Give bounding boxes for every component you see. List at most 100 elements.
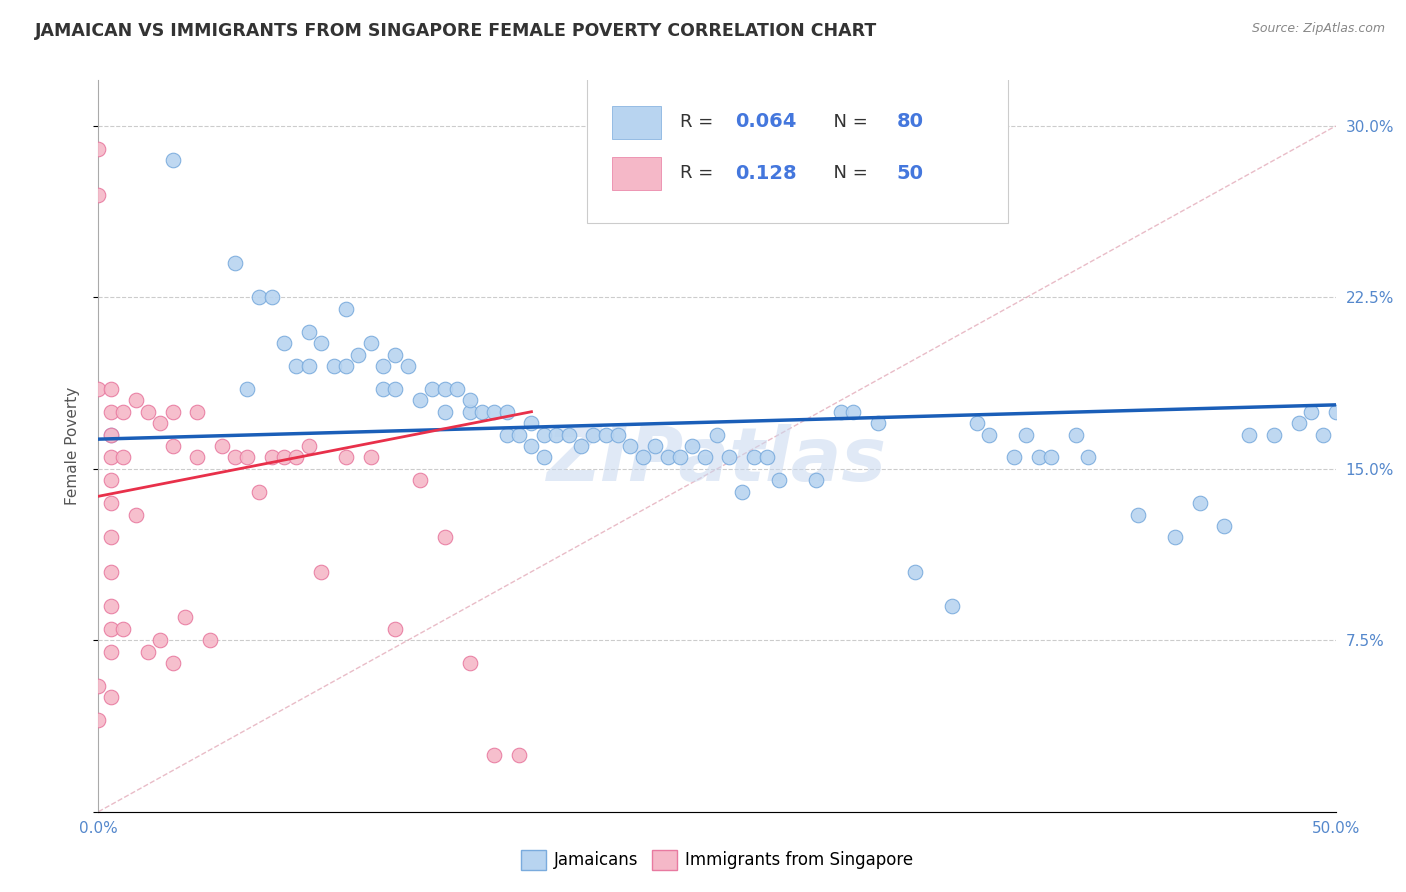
- Point: [557, 427, 579, 442]
- Point: [471, 405, 494, 419]
- Point: [1040, 450, 1063, 465]
- Point: [360, 336, 382, 351]
- Y-axis label: Female Poverty: Female Poverty: [65, 387, 80, 505]
- Text: 50: 50: [897, 163, 924, 183]
- Point: [458, 405, 481, 419]
- Point: [1002, 450, 1025, 465]
- Point: [87, 382, 110, 396]
- Bar: [612, 106, 661, 139]
- Point: [273, 336, 295, 351]
- Text: 0.128: 0.128: [735, 163, 797, 183]
- Point: [247, 484, 270, 499]
- Point: [384, 622, 406, 636]
- Point: [495, 427, 517, 442]
- Point: [186, 450, 208, 465]
- Text: ZIPatlas: ZIPatlas: [547, 424, 887, 497]
- Point: [409, 393, 432, 408]
- Text: Source: ZipAtlas.com: Source: ZipAtlas.com: [1251, 22, 1385, 36]
- Point: [335, 301, 357, 316]
- Point: [866, 416, 889, 430]
- Point: [458, 656, 481, 670]
- Point: [657, 450, 679, 465]
- Point: [298, 439, 321, 453]
- Point: [371, 359, 394, 373]
- FancyBboxPatch shape: [588, 77, 1008, 223]
- Point: [569, 439, 592, 453]
- Point: [247, 290, 270, 304]
- Point: [100, 382, 122, 396]
- Point: [1064, 427, 1087, 442]
- Point: [422, 382, 444, 396]
- Point: [495, 405, 517, 419]
- Point: [162, 153, 184, 168]
- Text: N =: N =: [823, 113, 873, 131]
- Point: [124, 393, 146, 408]
- Text: R =: R =: [681, 113, 718, 131]
- Point: [149, 633, 172, 648]
- Point: [731, 484, 754, 499]
- Point: [384, 347, 406, 362]
- Point: [941, 599, 963, 613]
- Point: [742, 450, 765, 465]
- Point: [384, 382, 406, 396]
- Point: [446, 382, 468, 396]
- Point: [966, 416, 988, 430]
- Text: JAMAICAN VS IMMIGRANTS FROM SINGAPORE FEMALE POVERTY CORRELATION CHART: JAMAICAN VS IMMIGRANTS FROM SINGAPORE FE…: [35, 22, 877, 40]
- Point: [1312, 427, 1334, 442]
- Point: [768, 473, 790, 487]
- Point: [335, 359, 357, 373]
- Point: [162, 439, 184, 453]
- Point: [260, 290, 283, 304]
- Point: [136, 405, 159, 419]
- Point: [100, 565, 122, 579]
- Point: [198, 633, 221, 648]
- Point: [149, 416, 172, 430]
- Point: [309, 336, 332, 351]
- Point: [979, 427, 1001, 442]
- Point: [371, 382, 394, 396]
- Point: [508, 427, 530, 442]
- Point: [360, 450, 382, 465]
- Point: [298, 359, 321, 373]
- Point: [582, 427, 605, 442]
- Point: [87, 187, 110, 202]
- Point: [100, 690, 122, 705]
- Point: [1263, 427, 1285, 442]
- Point: [1237, 427, 1260, 442]
- Point: [112, 622, 135, 636]
- Point: [595, 427, 617, 442]
- Point: [100, 599, 122, 613]
- Point: [100, 405, 122, 419]
- Point: [433, 530, 456, 544]
- Point: [396, 359, 419, 373]
- Point: [136, 645, 159, 659]
- Point: [100, 427, 122, 442]
- Point: [706, 427, 728, 442]
- Point: [309, 565, 332, 579]
- Point: [619, 439, 641, 453]
- Point: [100, 427, 122, 442]
- Point: [484, 747, 506, 762]
- Point: [804, 473, 827, 487]
- Point: [644, 439, 666, 453]
- Point: [236, 450, 259, 465]
- Point: [631, 450, 654, 465]
- Point: [100, 645, 122, 659]
- Point: [273, 450, 295, 465]
- Point: [520, 439, 543, 453]
- Point: [87, 142, 110, 156]
- Point: [298, 325, 321, 339]
- Point: [124, 508, 146, 522]
- Point: [1188, 496, 1211, 510]
- Point: [174, 610, 197, 624]
- Point: [830, 405, 852, 419]
- Legend: Jamaicans, Immigrants from Singapore: Jamaicans, Immigrants from Singapore: [515, 843, 920, 877]
- Point: [842, 405, 865, 419]
- Point: [1015, 427, 1038, 442]
- Point: [322, 359, 344, 373]
- Text: R =: R =: [681, 164, 724, 182]
- Point: [1299, 405, 1322, 419]
- Point: [693, 450, 716, 465]
- Point: [1126, 508, 1149, 522]
- Point: [224, 450, 246, 465]
